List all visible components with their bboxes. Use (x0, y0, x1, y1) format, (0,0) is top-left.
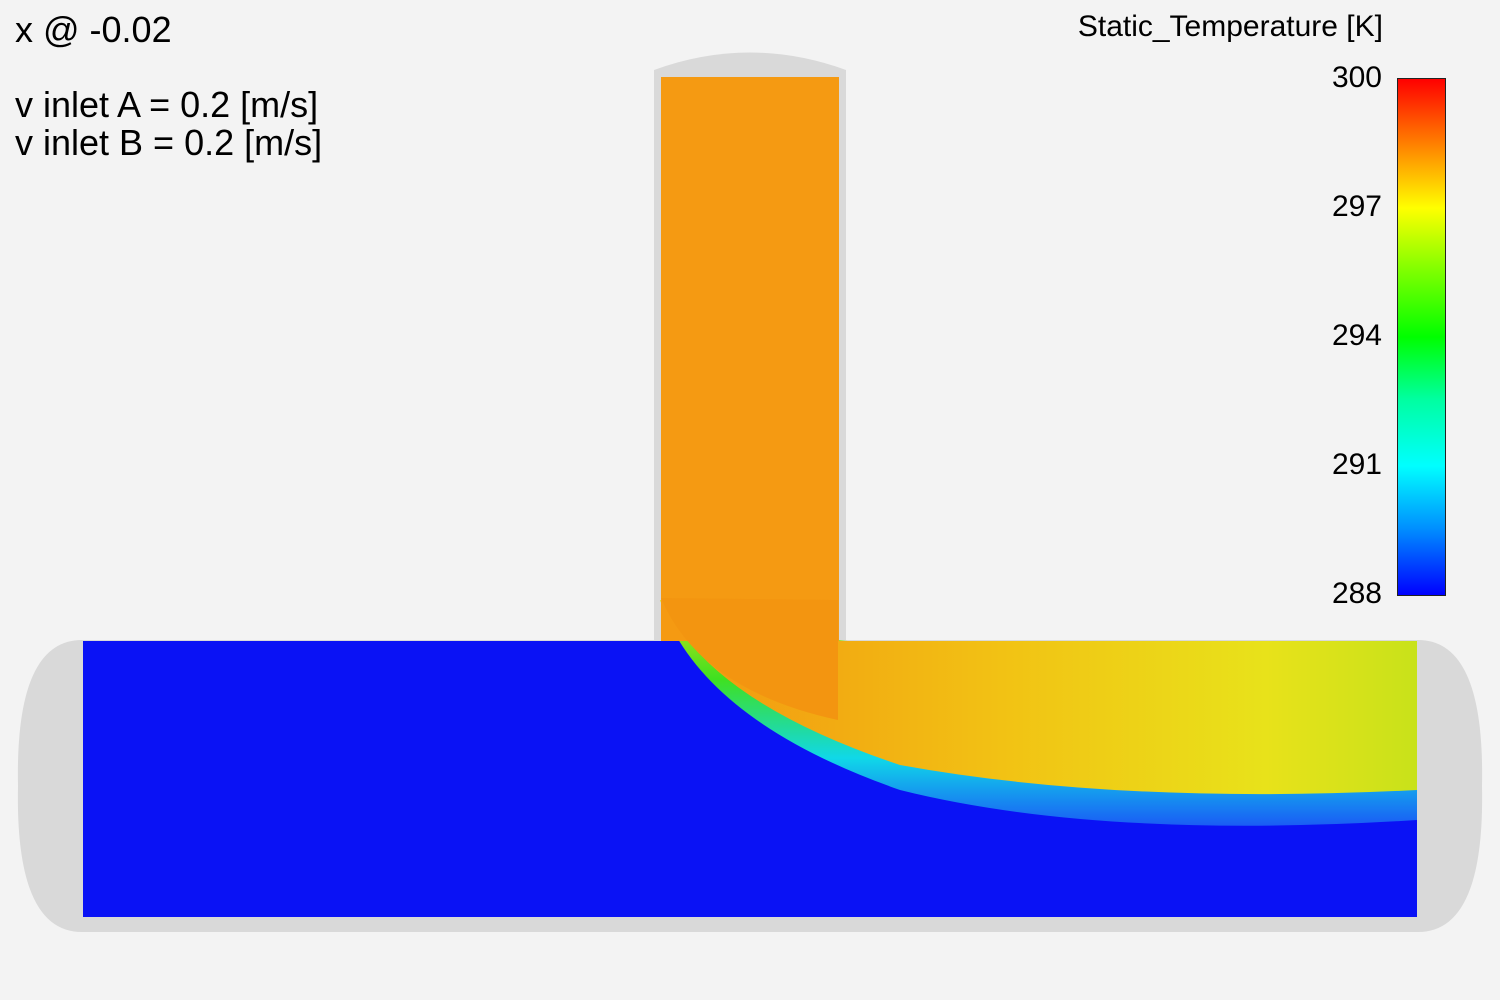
legend-tick-label: 291 (1331, 448, 1382, 481)
temperature-colorbar (1397, 78, 1446, 596)
slice-location-label: x @ -0.02 (15, 9, 172, 50)
inlet-b-velocity-label: v inlet B = 0.2 [m/s] (15, 122, 323, 163)
legend-tick-label: 300 (1331, 61, 1382, 94)
legend-tick-label: 294 (1331, 319, 1382, 352)
hot-fluid-region (661, 77, 839, 641)
legend-tick-label: 297 (1331, 190, 1382, 223)
inlet-a-velocity-label: v inlet A = 0.2 [m/s] (15, 84, 319, 125)
legend-tick-label: 288 (1331, 577, 1382, 610)
legend-title: Static_Temperature [K] (1077, 10, 1383, 43)
warm-mixed-region (662, 598, 1417, 795)
hot-fluid-turn (661, 598, 838, 720)
